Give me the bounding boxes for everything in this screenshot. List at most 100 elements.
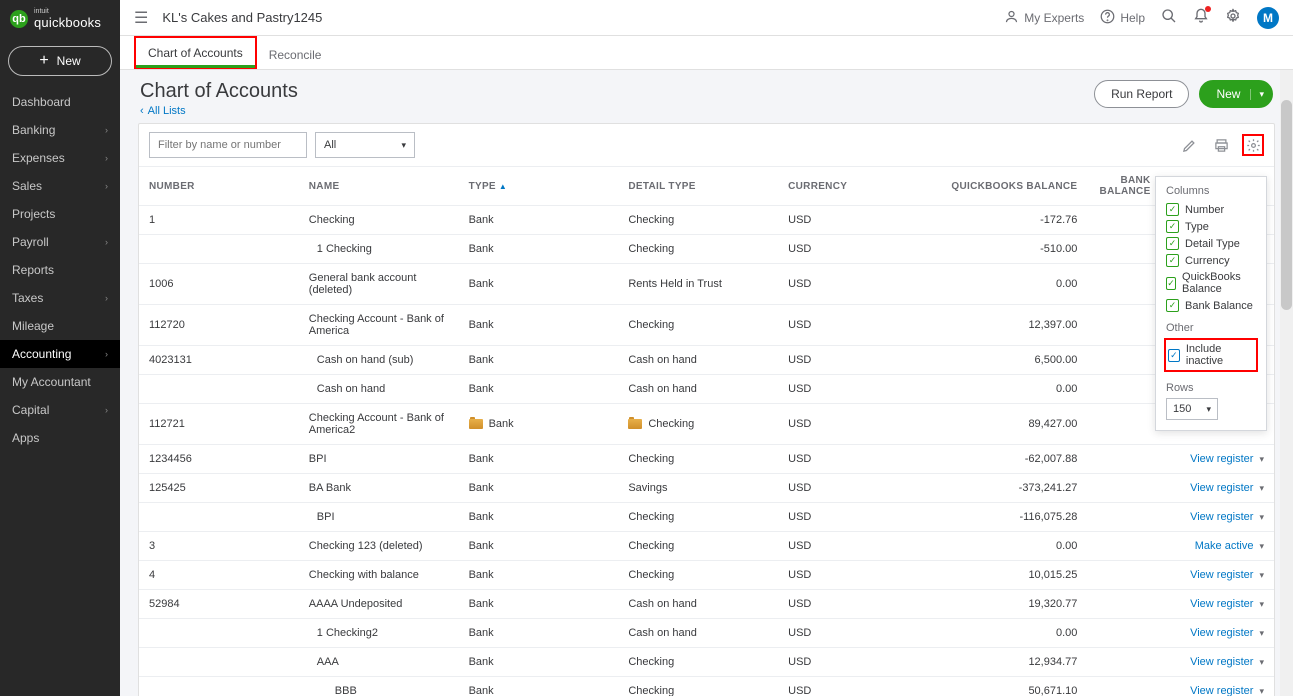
table-row: 4Checking with balanceBankCheckingUSD10,… — [139, 561, 1274, 590]
sidebar-item-apps[interactable]: Apps — [0, 424, 120, 452]
filter-input[interactable] — [149, 132, 307, 158]
my-experts-link[interactable]: My Experts — [1004, 9, 1084, 27]
scrollbar[interactable] — [1280, 70, 1293, 696]
hamburger-icon[interactable]: ☰ — [134, 8, 148, 28]
table-row: BBBBankCheckingUSD50,671.10View register… — [139, 677, 1274, 696]
checkbox-icon: ✓ — [1166, 220, 1179, 233]
sidebar-item-capital[interactable]: Capital› — [0, 396, 120, 424]
col-qb-balance[interactable]: QUICKBOOKS BALANCE — [933, 167, 1088, 206]
sidebar-item-projects[interactable]: Projects — [0, 200, 120, 228]
col-type[interactable]: TYPE▲ — [459, 167, 619, 206]
sidebar-item-taxes[interactable]: Taxes› — [0, 284, 120, 312]
filter-dropdown[interactable]: All ▾ — [315, 132, 415, 158]
cell: USD — [778, 375, 933, 404]
cell: USD — [778, 404, 933, 445]
all-lists-link[interactable]: ‹ All Lists — [140, 105, 298, 117]
chevron-down-icon[interactable]: ▾ — [1259, 541, 1264, 551]
make-active-link[interactable]: Make active — [1195, 540, 1254, 552]
rows-dropdown[interactable]: 150 ▾ — [1166, 398, 1218, 420]
cell: USD — [778, 503, 933, 532]
table-row: BPIBankCheckingUSD-116,075.28View regist… — [139, 503, 1274, 532]
cell: Checking — [618, 305, 778, 346]
column-toggle-currency[interactable]: ✓Currency — [1166, 252, 1256, 269]
edit-icon[interactable] — [1178, 134, 1200, 156]
chevron-down-icon[interactable]: ▾ — [1259, 628, 1264, 638]
cell: USD — [778, 264, 933, 305]
cell — [139, 375, 299, 404]
new-account-button[interactable]: New ▾ — [1199, 80, 1273, 108]
col-currency[interactable]: CURRENCY — [778, 167, 933, 206]
cell: 89,427.00 — [933, 404, 1088, 445]
checkbox-icon: ✓ — [1168, 349, 1180, 362]
popover-rows-label: Rows — [1166, 382, 1256, 394]
sidebar-item-mileage[interactable]: Mileage — [0, 312, 120, 340]
view-register-link[interactable]: View register — [1190, 511, 1253, 523]
cell: 1 Checking2 — [299, 619, 459, 648]
cell: 3 — [139, 532, 299, 561]
cell: USD — [778, 590, 933, 619]
col-bank-balance[interactable]: BANK BALANCE — [1087, 167, 1160, 206]
col-number[interactable]: NUMBER — [139, 167, 299, 206]
tab-chart-of-accounts[interactable]: Chart of Accounts — [134, 36, 257, 69]
chevron-down-icon[interactable]: ▾ — [1259, 454, 1264, 464]
cell: USD — [778, 474, 933, 503]
view-register-link[interactable]: View register — [1190, 656, 1253, 668]
column-toggle-label: Detail Type — [1185, 238, 1240, 250]
view-register-link[interactable]: View register — [1190, 569, 1253, 581]
column-toggle-detail-type[interactable]: ✓Detail Type — [1166, 235, 1256, 252]
sidebar-item-label: My Accountant — [12, 375, 91, 389]
cell: Bank — [459, 206, 619, 235]
col-detail-type[interactable]: DETAIL TYPE — [618, 167, 778, 206]
chevron-down-icon[interactable]: ▾ — [1259, 483, 1264, 493]
column-toggle-bank-balance[interactable]: ✓Bank Balance — [1166, 297, 1256, 314]
bank-icon — [469, 419, 483, 429]
cell: 4 — [139, 561, 299, 590]
column-toggle-quickbooks-balance[interactable]: ✓QuickBooks Balance — [1166, 269, 1256, 297]
chevron-down-icon[interactable]: ▾ — [1259, 512, 1264, 522]
cell: 1006 — [139, 264, 299, 305]
column-toggle-number[interactable]: ✓Number — [1166, 201, 1256, 218]
run-report-button[interactable]: Run Report — [1094, 80, 1189, 108]
chevron-down-icon[interactable]: ▾ — [1259, 570, 1264, 580]
cell: AAAA Undeposited — [299, 590, 459, 619]
view-register-link[interactable]: View register — [1190, 453, 1253, 465]
cell: 19,320.77 — [933, 590, 1088, 619]
sidebar-item-banking[interactable]: Banking› — [0, 116, 120, 144]
view-register-link[interactable]: View register — [1190, 598, 1253, 610]
chevron-right-icon: › — [105, 237, 108, 247]
sidebar-item-dashboard[interactable]: Dashboard — [0, 88, 120, 116]
sidebar-item-my-accountant[interactable]: My Accountant — [0, 368, 120, 396]
bell-icon[interactable] — [1193, 8, 1209, 28]
sidebar-item-accounting[interactable]: Accounting› — [0, 340, 120, 368]
chevron-down-icon[interactable]: ▾ — [1259, 599, 1264, 609]
chevron-down-icon[interactable]: ▾ — [1259, 686, 1264, 696]
search-icon[interactable] — [1161, 8, 1177, 28]
popover-other-label: Other — [1166, 322, 1256, 334]
cell: Bank — [459, 619, 619, 648]
sidebar-item-payroll[interactable]: Payroll › — [0, 228, 120, 256]
cell: Checking — [618, 445, 778, 474]
sidebar-item-label: Payroll — [12, 235, 49, 249]
chevron-down-icon[interactable]: ▾ — [1259, 657, 1264, 667]
table-settings-icon[interactable] — [1242, 134, 1264, 156]
view-register-link[interactable]: View register — [1190, 627, 1253, 639]
gear-icon[interactable] — [1225, 8, 1241, 28]
cell: Rents Held in Trust — [618, 264, 778, 305]
sidebar-item-expenses[interactable]: Expenses› — [0, 144, 120, 172]
scroll-thumb[interactable] — [1281, 100, 1292, 310]
cell: 125425 — [139, 474, 299, 503]
new-button[interactable]: + New — [8, 46, 112, 76]
print-icon[interactable] — [1210, 134, 1232, 156]
view-register-link[interactable]: View register — [1190, 685, 1253, 696]
table-row: 112720Checking Account - Bank of America… — [139, 305, 1274, 346]
help-link[interactable]: Help — [1100, 9, 1145, 27]
view-register-link[interactable]: View register — [1190, 482, 1253, 494]
column-toggle-type[interactable]: ✓Type — [1166, 218, 1256, 235]
sidebar-item-sales[interactable]: Sales› — [0, 172, 120, 200]
col-name[interactable]: NAME — [299, 167, 459, 206]
sidebar-item-reports[interactable]: Reports — [0, 256, 120, 284]
avatar[interactable]: M — [1257, 7, 1279, 29]
tab-reconcile[interactable]: Reconcile — [257, 40, 334, 69]
include-inactive-checkbox[interactable]: ✓ Include inactive — [1168, 341, 1254, 369]
cell: Bank — [459, 503, 619, 532]
